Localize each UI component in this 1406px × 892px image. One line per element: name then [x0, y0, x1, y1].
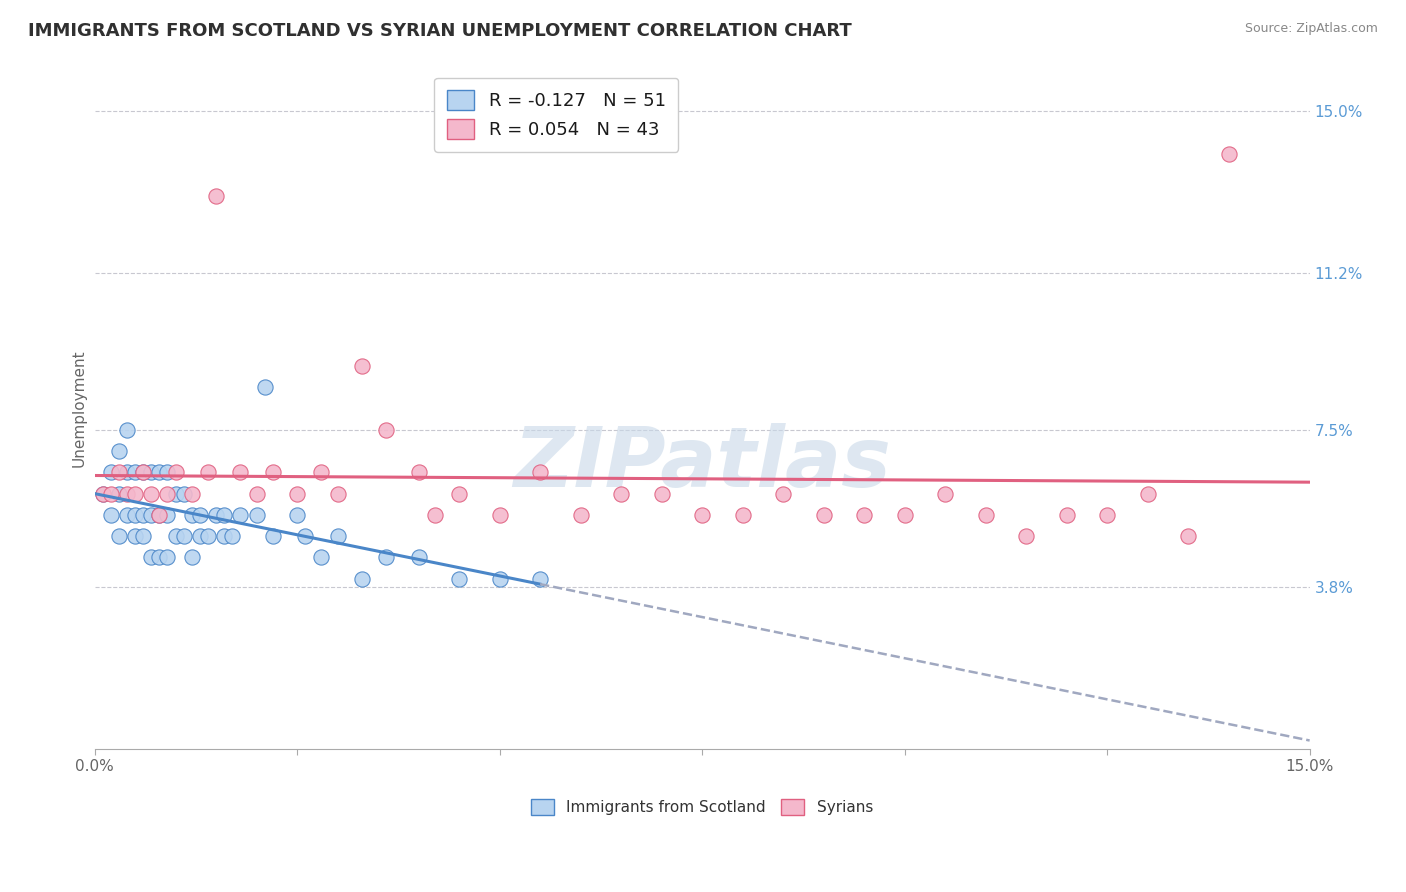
Point [1218, 146, 1240, 161]
Point [488, 508, 510, 522]
Point [141, 508, 163, 522]
Point [326, 529, 349, 543]
Point [165, 466, 187, 480]
Point [262, 529, 284, 543]
Point [100, 486, 122, 500]
Point [108, 529, 131, 543]
Point [173, 529, 195, 543]
Point [350, 359, 373, 373]
Point [731, 508, 754, 522]
Point [285, 508, 308, 522]
Point [651, 486, 673, 500]
Point [853, 508, 876, 522]
Point [205, 189, 228, 203]
Point [212, 508, 235, 522]
Point [245, 486, 267, 500]
Point [132, 529, 155, 543]
Point [132, 466, 155, 480]
Point [156, 508, 179, 522]
Point [108, 486, 131, 500]
Point [141, 466, 163, 480]
Point [91, 486, 114, 500]
Y-axis label: Unemployment: Unemployment [72, 350, 86, 467]
Point [311, 466, 333, 480]
Point [772, 486, 794, 500]
Point [115, 486, 138, 500]
Point [205, 508, 228, 522]
Point [610, 486, 633, 500]
Point [148, 508, 170, 522]
Point [1056, 508, 1078, 522]
Point [262, 466, 284, 480]
Point [326, 486, 349, 500]
Point [529, 466, 551, 480]
Point [1015, 529, 1038, 543]
Point [132, 466, 155, 480]
Point [148, 550, 170, 565]
Point [141, 486, 163, 500]
Point [423, 508, 446, 522]
Point [934, 486, 956, 500]
Point [108, 444, 131, 458]
Point [91, 486, 114, 500]
Point [253, 380, 276, 394]
Point [813, 508, 835, 522]
Point [1136, 486, 1159, 500]
Point [449, 486, 471, 500]
Point [180, 486, 202, 500]
Point [100, 508, 122, 522]
Point [285, 486, 308, 500]
Point [375, 423, 398, 437]
Point [245, 508, 267, 522]
Point [690, 508, 713, 522]
Point [449, 572, 471, 586]
Point [124, 466, 146, 480]
Text: Source: ZipAtlas.com: Source: ZipAtlas.com [1244, 22, 1378, 36]
Point [311, 550, 333, 565]
Point [156, 466, 179, 480]
Point [569, 508, 592, 522]
Point [197, 529, 219, 543]
Point [294, 529, 316, 543]
Text: ZIPatlas: ZIPatlas [513, 423, 891, 503]
Point [148, 466, 170, 480]
Point [180, 550, 202, 565]
Point [124, 529, 146, 543]
Point [1177, 529, 1199, 543]
Point [229, 466, 252, 480]
Point [529, 572, 551, 586]
Point [108, 466, 131, 480]
Point [408, 550, 430, 565]
Point [165, 529, 187, 543]
Legend: Immigrants from Scotland, Syrians: Immigrants from Scotland, Syrians [523, 791, 880, 822]
Text: IMMIGRANTS FROM SCOTLAND VS SYRIAN UNEMPLOYMENT CORRELATION CHART: IMMIGRANTS FROM SCOTLAND VS SYRIAN UNEMP… [28, 22, 852, 40]
Point [188, 529, 211, 543]
Point [148, 508, 170, 522]
Point [115, 466, 138, 480]
Point [221, 529, 243, 543]
Point [100, 466, 122, 480]
Point [132, 508, 155, 522]
Point [229, 508, 252, 522]
Point [350, 572, 373, 586]
Point [115, 423, 138, 437]
Point [974, 508, 997, 522]
Point [188, 508, 211, 522]
Point [197, 466, 219, 480]
Point [124, 508, 146, 522]
Point [115, 508, 138, 522]
Point [893, 508, 915, 522]
Point [173, 486, 195, 500]
Point [488, 572, 510, 586]
Point [408, 466, 430, 480]
Point [180, 508, 202, 522]
Point [156, 550, 179, 565]
Point [1095, 508, 1118, 522]
Point [124, 486, 146, 500]
Point [375, 550, 398, 565]
Point [165, 486, 187, 500]
Point [141, 550, 163, 565]
Point [156, 486, 179, 500]
Point [212, 529, 235, 543]
